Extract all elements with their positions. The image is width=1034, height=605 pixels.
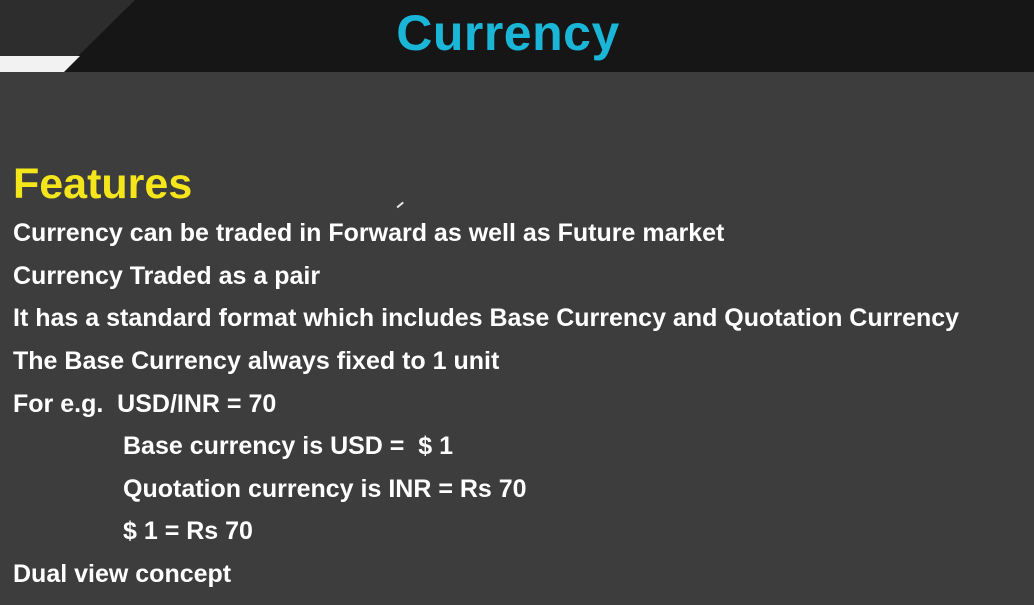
slide-title: Currency [396,5,620,61]
example-line: For e.g. USD/INR = 70 [13,390,277,418]
example-quotation-currency: Quotation currency is INR = Rs 70 [123,475,527,503]
feature-line-dual-view: Dual view concept [13,560,232,588]
example-base-currency: Base currency is USD = $ 1 [123,432,454,460]
feature-line-1: Currency can be traded in Forward as wel… [13,219,725,247]
feature-line-3: It has a standard format which includes … [13,304,960,332]
header-accent-shape [0,0,135,72]
pen-cursor-mark [396,201,404,208]
section-heading: Features [13,160,193,208]
header-bar [0,0,1034,72]
feature-line-2: Currency Traded as a pair [13,262,321,290]
feature-line-4: The Base Currency always fixed to 1 unit [13,347,500,375]
example-equivalence: $ 1 = Rs 70 [123,517,253,545]
